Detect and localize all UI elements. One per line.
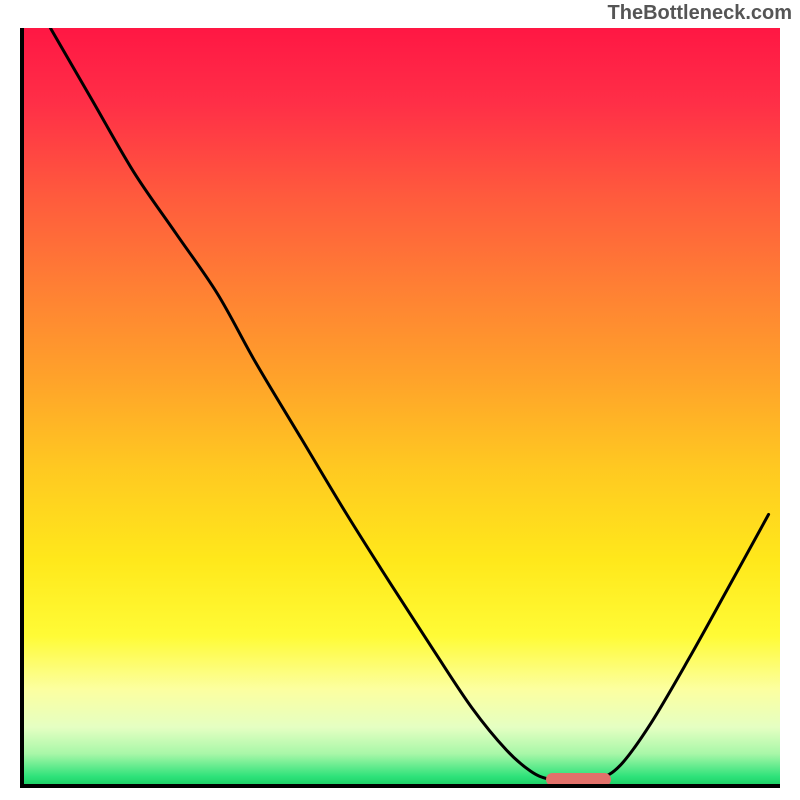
chart-container: TheBottleneck.com (0, 0, 800, 800)
y-axis (20, 28, 24, 788)
bottleneck-curve (20, 28, 780, 788)
x-axis (20, 784, 780, 788)
watermark-text: TheBottleneck.com (608, 2, 792, 25)
plot-area (20, 28, 780, 788)
